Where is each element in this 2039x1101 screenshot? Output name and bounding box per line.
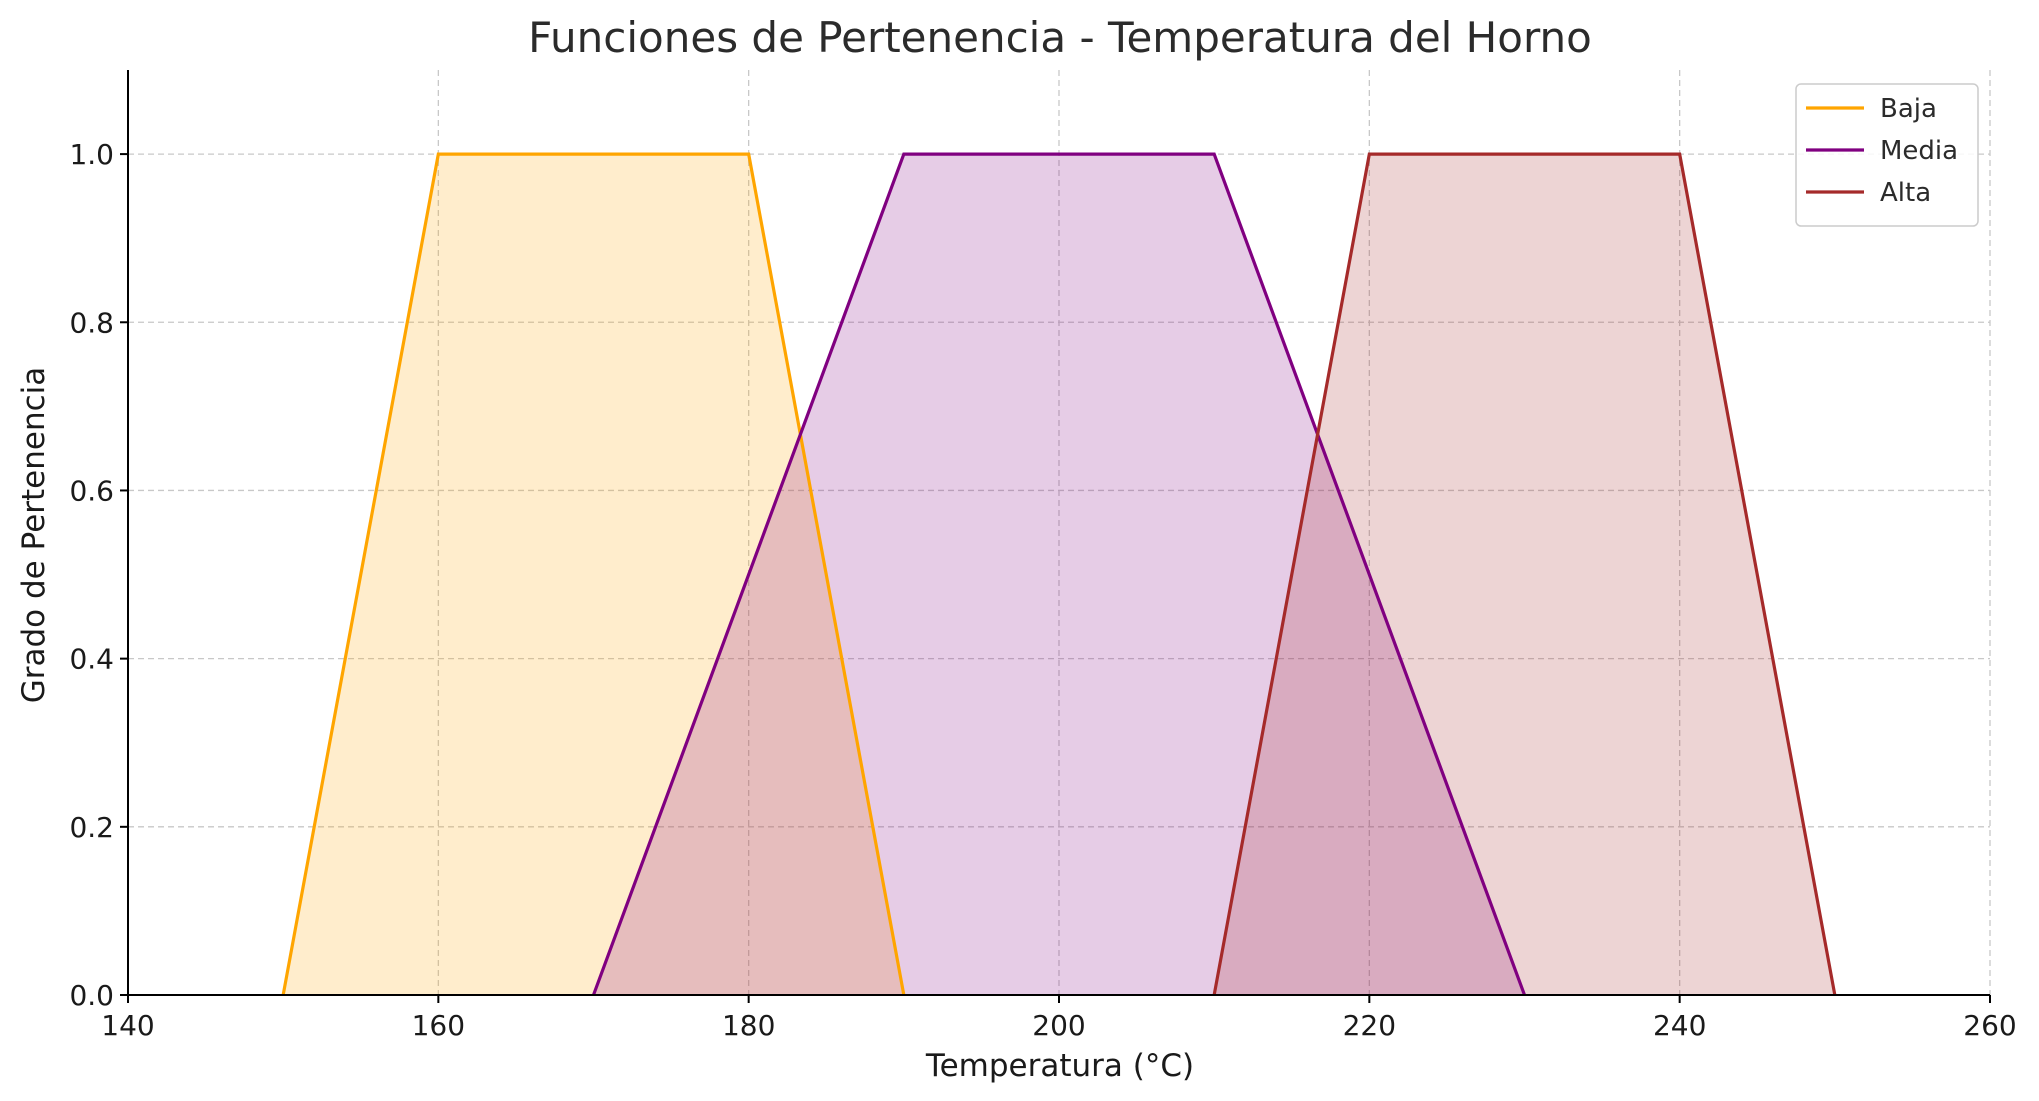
x-tick-label: 200 [1032,1009,1085,1042]
x-tick-label: 140 [101,1009,154,1042]
x-tick-label: 240 [1653,1009,1706,1042]
y-tick-label: 0.2 [69,811,114,844]
y-tick-label: 0.4 [69,643,114,676]
series-line-media [591,152,1527,996]
axes: 140 160 180 200 220 240 260 0.0 0.2 0.4 0.6 0.8 1.0 [69,70,2017,1042]
y-tick-label: 0.6 [69,474,114,507]
legend-label-alta: Alta [1880,178,1931,208]
series-fill-baja [283,154,904,995]
y-tick-label: 0.0 [69,979,114,1012]
legend-label-baja: Baja [1880,94,1937,124]
x-tick-label: 220 [1343,1009,1396,1042]
y-axis-label: Grado de Pertenencia [16,367,52,704]
series-line-alta [1212,152,1837,996]
legend-label-media: Media [1880,136,1958,166]
series-fill-alta [1214,154,1835,995]
x-tick-label: 180 [722,1009,775,1042]
y-tick-label: 1.0 [69,138,114,171]
chart-title: Funciones de Pertenencia - Temperatura d… [528,13,1592,62]
x-tick-label: 260 [1963,1009,2016,1042]
series-line-baja [281,152,906,996]
x-axis-label: Temperatura (°C) [925,1048,1194,1084]
series-layer [281,152,1837,996]
y-tick-label: 0.8 [69,306,114,339]
x-tick-label: 160 [412,1009,465,1042]
legend: Baja Media Alta [1795,83,1979,227]
